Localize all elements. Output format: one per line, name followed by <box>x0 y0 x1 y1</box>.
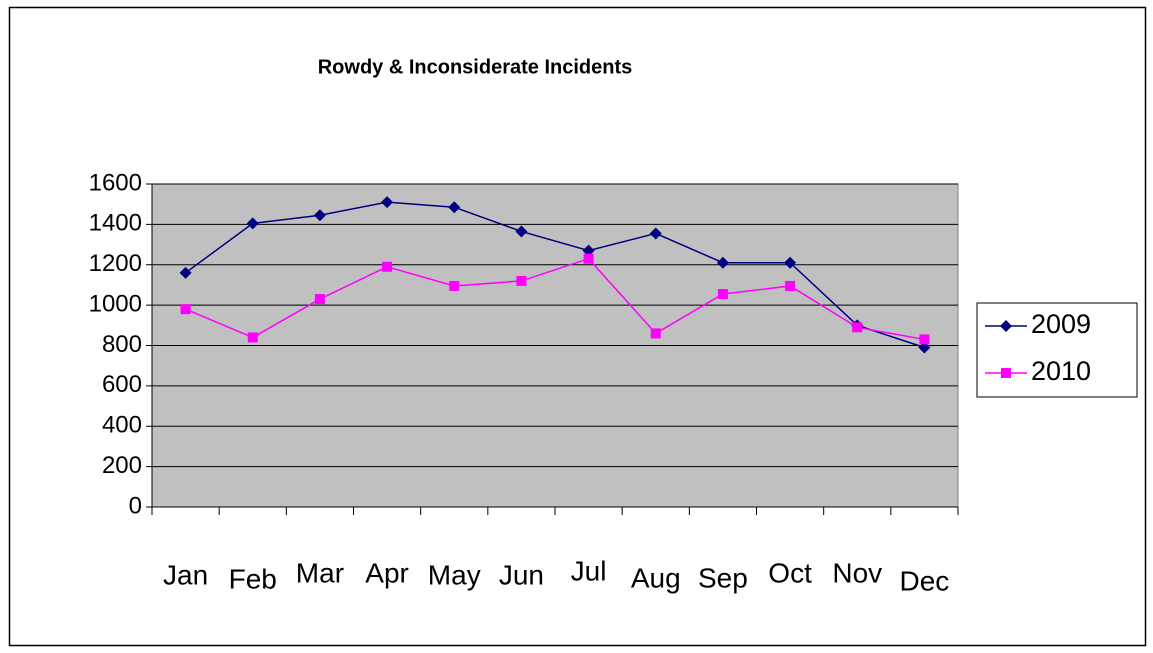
marker <box>313 209 326 222</box>
marker <box>1000 320 1012 332</box>
x-tick-label: Jan <box>163 559 208 590</box>
marker <box>381 196 394 209</box>
y-tick-label: 1600 <box>89 169 142 196</box>
y-tick-label: 400 <box>102 412 142 439</box>
x-tick-label: Apr <box>365 557 409 588</box>
marker <box>179 266 192 279</box>
marker <box>449 280 460 291</box>
chart-title: Rowdy & Inconsiderate Incidents <box>318 56 633 78</box>
marker <box>1001 368 1011 378</box>
y-tick-label: 800 <box>102 331 142 358</box>
x-tick-label: Aug <box>631 562 681 593</box>
marker <box>246 217 259 230</box>
marker <box>180 304 191 315</box>
marker <box>247 332 258 343</box>
x-tick-label: Oct <box>768 557 812 588</box>
marker <box>919 334 930 345</box>
marker <box>716 256 729 269</box>
x-tick-label: Dec <box>900 565 950 596</box>
marker <box>852 322 863 333</box>
x-tick-label: Jun <box>499 559 544 590</box>
marker <box>650 328 661 339</box>
y-tick-label: 1400 <box>89 210 142 237</box>
marker <box>582 244 595 257</box>
x-tick-label: Nov <box>832 557 882 588</box>
x-tick-label: Mar <box>296 557 344 588</box>
y-tick-label: 600 <box>102 371 142 398</box>
marker <box>516 275 527 286</box>
series-line <box>185 257 925 341</box>
y-tick-label: 1000 <box>89 290 142 317</box>
marker <box>918 341 931 354</box>
y-tick-label: 200 <box>102 452 142 479</box>
legend-box <box>976 302 1138 398</box>
marker <box>515 225 528 238</box>
marker <box>314 294 325 305</box>
marker <box>785 280 796 291</box>
marker <box>784 256 797 269</box>
marker <box>717 289 728 300</box>
series-line <box>185 201 925 349</box>
x-tick-label: Feb <box>229 563 277 594</box>
marker <box>583 253 594 264</box>
y-tick-label: 0 <box>129 492 142 519</box>
x-tick-label: Jul <box>571 555 607 586</box>
x-tick-label: Sep <box>698 562 748 593</box>
legend-label: 2010 <box>1031 356 1091 386</box>
y-tick-label: 1200 <box>89 250 142 277</box>
x-tick-label: May <box>428 559 481 590</box>
legend-label: 2009 <box>1031 309 1091 339</box>
marker <box>649 227 662 240</box>
marker <box>382 261 393 272</box>
marker <box>448 201 461 214</box>
